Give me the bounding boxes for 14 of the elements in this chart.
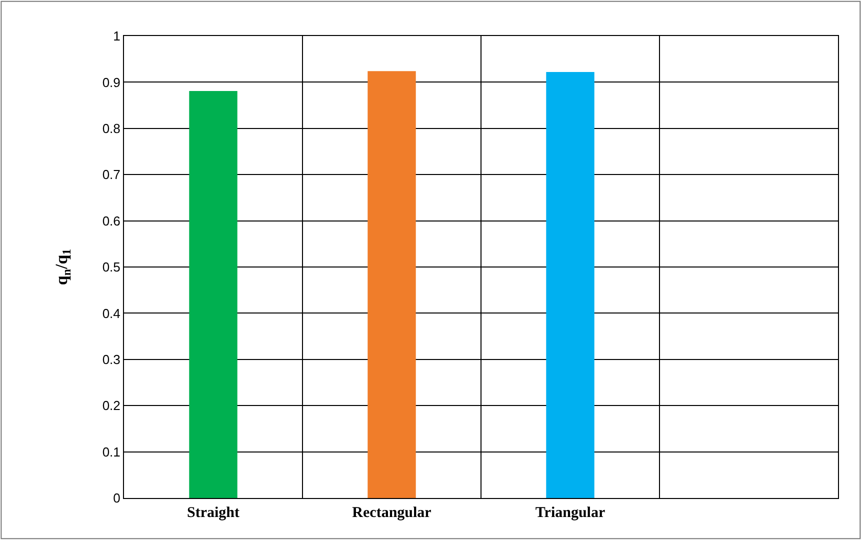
y-tick-label: 1 <box>113 28 120 44</box>
y-tick-label: 0.2 <box>102 398 120 414</box>
y-tick-label: 0 <box>113 490 120 506</box>
y-tick-label: 0.6 <box>102 213 120 228</box>
y-tick-label: 0.7 <box>102 167 120 182</box>
y-tick-label: 0.3 <box>102 352 120 367</box>
x-tick-label: Rectangular <box>352 505 432 521</box>
y-tick-label: 0.8 <box>102 120 120 136</box>
y-tick-label: 0.5 <box>102 260 120 275</box>
y-tick-label: 0.4 <box>102 306 120 321</box>
y-tick-label: 0.1 <box>102 444 120 460</box>
x-tick-label: Triangular <box>535 505 606 521</box>
x-tick-label: Straight <box>187 505 240 521</box>
y-tick-label: 0.9 <box>102 74 120 90</box>
